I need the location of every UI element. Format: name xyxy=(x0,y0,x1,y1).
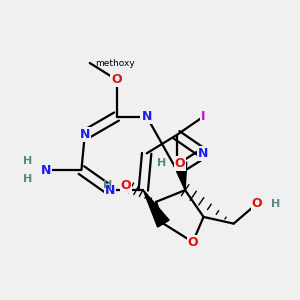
Text: O: O xyxy=(111,73,122,86)
Text: O: O xyxy=(252,197,262,210)
Text: methoxy: methoxy xyxy=(95,58,134,68)
Text: I: I xyxy=(201,110,206,123)
Text: N: N xyxy=(105,184,115,197)
Text: H: H xyxy=(23,174,32,184)
Polygon shape xyxy=(173,162,187,190)
Text: N: N xyxy=(80,128,90,141)
Text: N: N xyxy=(41,164,52,177)
Text: O: O xyxy=(121,178,131,192)
Text: H: H xyxy=(23,156,32,166)
Polygon shape xyxy=(143,190,169,227)
Text: H: H xyxy=(271,199,280,208)
Text: N: N xyxy=(198,147,209,160)
Text: H: H xyxy=(103,180,112,190)
Text: O: O xyxy=(188,236,198,248)
Text: N: N xyxy=(142,110,152,123)
Text: O: O xyxy=(175,157,185,170)
Text: O: O xyxy=(111,73,122,86)
Text: H: H xyxy=(157,158,166,168)
